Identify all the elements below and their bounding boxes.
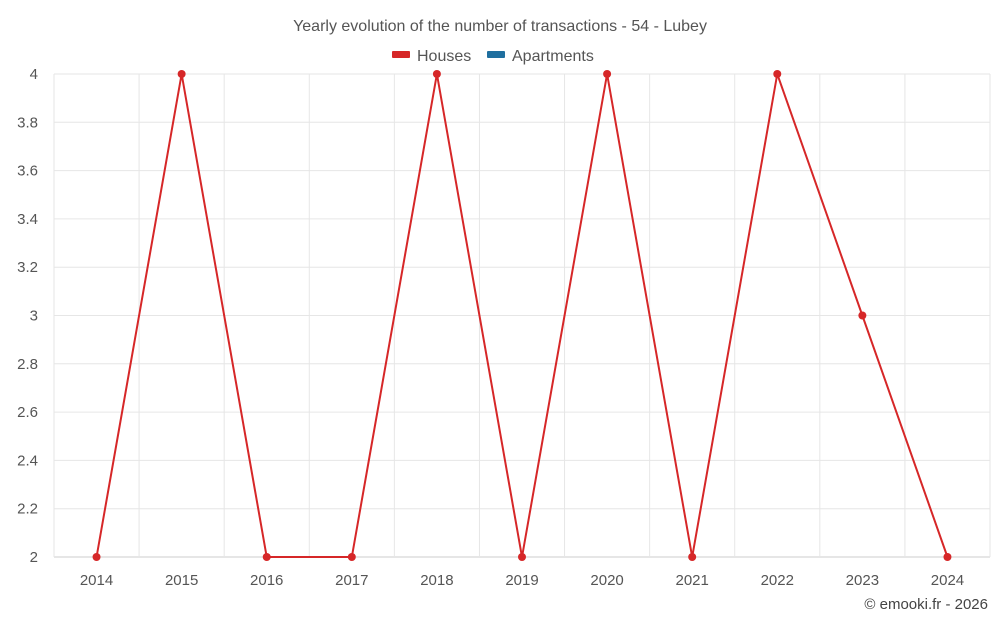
y-tick-label: 3.8 (17, 114, 38, 131)
credit-text: © emooki.fr - 2026 (864, 596, 988, 613)
data-point-houses[interactable] (603, 70, 612, 78)
y-tick-label: 2 (30, 549, 38, 566)
x-tick-label: 2023 (846, 572, 879, 589)
legend-label-apartments: Apartments (512, 48, 594, 65)
chart-title: Yearly evolution of the number of transa… (293, 18, 707, 35)
data-point-houses[interactable] (688, 553, 697, 561)
x-tick-label: 2019 (505, 572, 538, 589)
y-tick-label: 2.2 (17, 501, 38, 518)
x-tick-label: 2021 (675, 572, 708, 589)
y-tick-label: 2.6 (17, 404, 38, 421)
data-point-houses[interactable] (773, 70, 782, 78)
legend-item-houses[interactable]: Houses (392, 48, 471, 65)
legend-swatch-apartments (487, 51, 505, 58)
data-point-houses[interactable] (347, 553, 356, 561)
x-tick-label: 2016 (250, 572, 283, 589)
x-tick-label: 2015 (165, 572, 198, 589)
y-tick-label: 2.8 (17, 356, 38, 373)
data-point-houses[interactable] (177, 70, 186, 78)
legend: Houses Apartments (392, 48, 594, 65)
y-axis: 2 2.2 2.4 2.6 2.8 3 3.2 3.4 3.6 3.8 4 (17, 66, 38, 566)
data-point-houses[interactable] (518, 553, 526, 561)
y-tick-label: 3 (30, 308, 38, 325)
x-tick-label: 2024 (931, 572, 964, 589)
x-tick-label: 2020 (590, 572, 623, 589)
y-tick-label: 3.2 (17, 259, 38, 276)
x-tick-label: 2017 (335, 572, 368, 589)
y-tick-label: 3.6 (17, 163, 38, 180)
data-point-houses[interactable] (92, 553, 101, 561)
y-tick-label: 3.4 (17, 211, 38, 228)
series-houses (92, 70, 952, 561)
legend-item-apartments[interactable]: Apartments (487, 48, 594, 65)
y-tick-label: 4 (30, 66, 38, 83)
data-point-houses[interactable] (432, 70, 441, 78)
legend-swatch-houses (392, 51, 410, 58)
legend-label-houses: Houses (417, 48, 471, 65)
x-tick-label: 2018 (420, 572, 453, 589)
data-point-houses[interactable] (262, 553, 271, 561)
y-tick-label: 2.4 (17, 452, 38, 469)
x-axis: 2014 2015 2016 2017 2018 2019 2020 2021 2022 2023… (80, 572, 964, 589)
data-point-houses[interactable] (943, 553, 952, 561)
data-point-houses[interactable] (858, 311, 867, 320)
x-tick-label: 2014 (80, 572, 113, 589)
x-tick-label: 2022 (761, 572, 794, 589)
